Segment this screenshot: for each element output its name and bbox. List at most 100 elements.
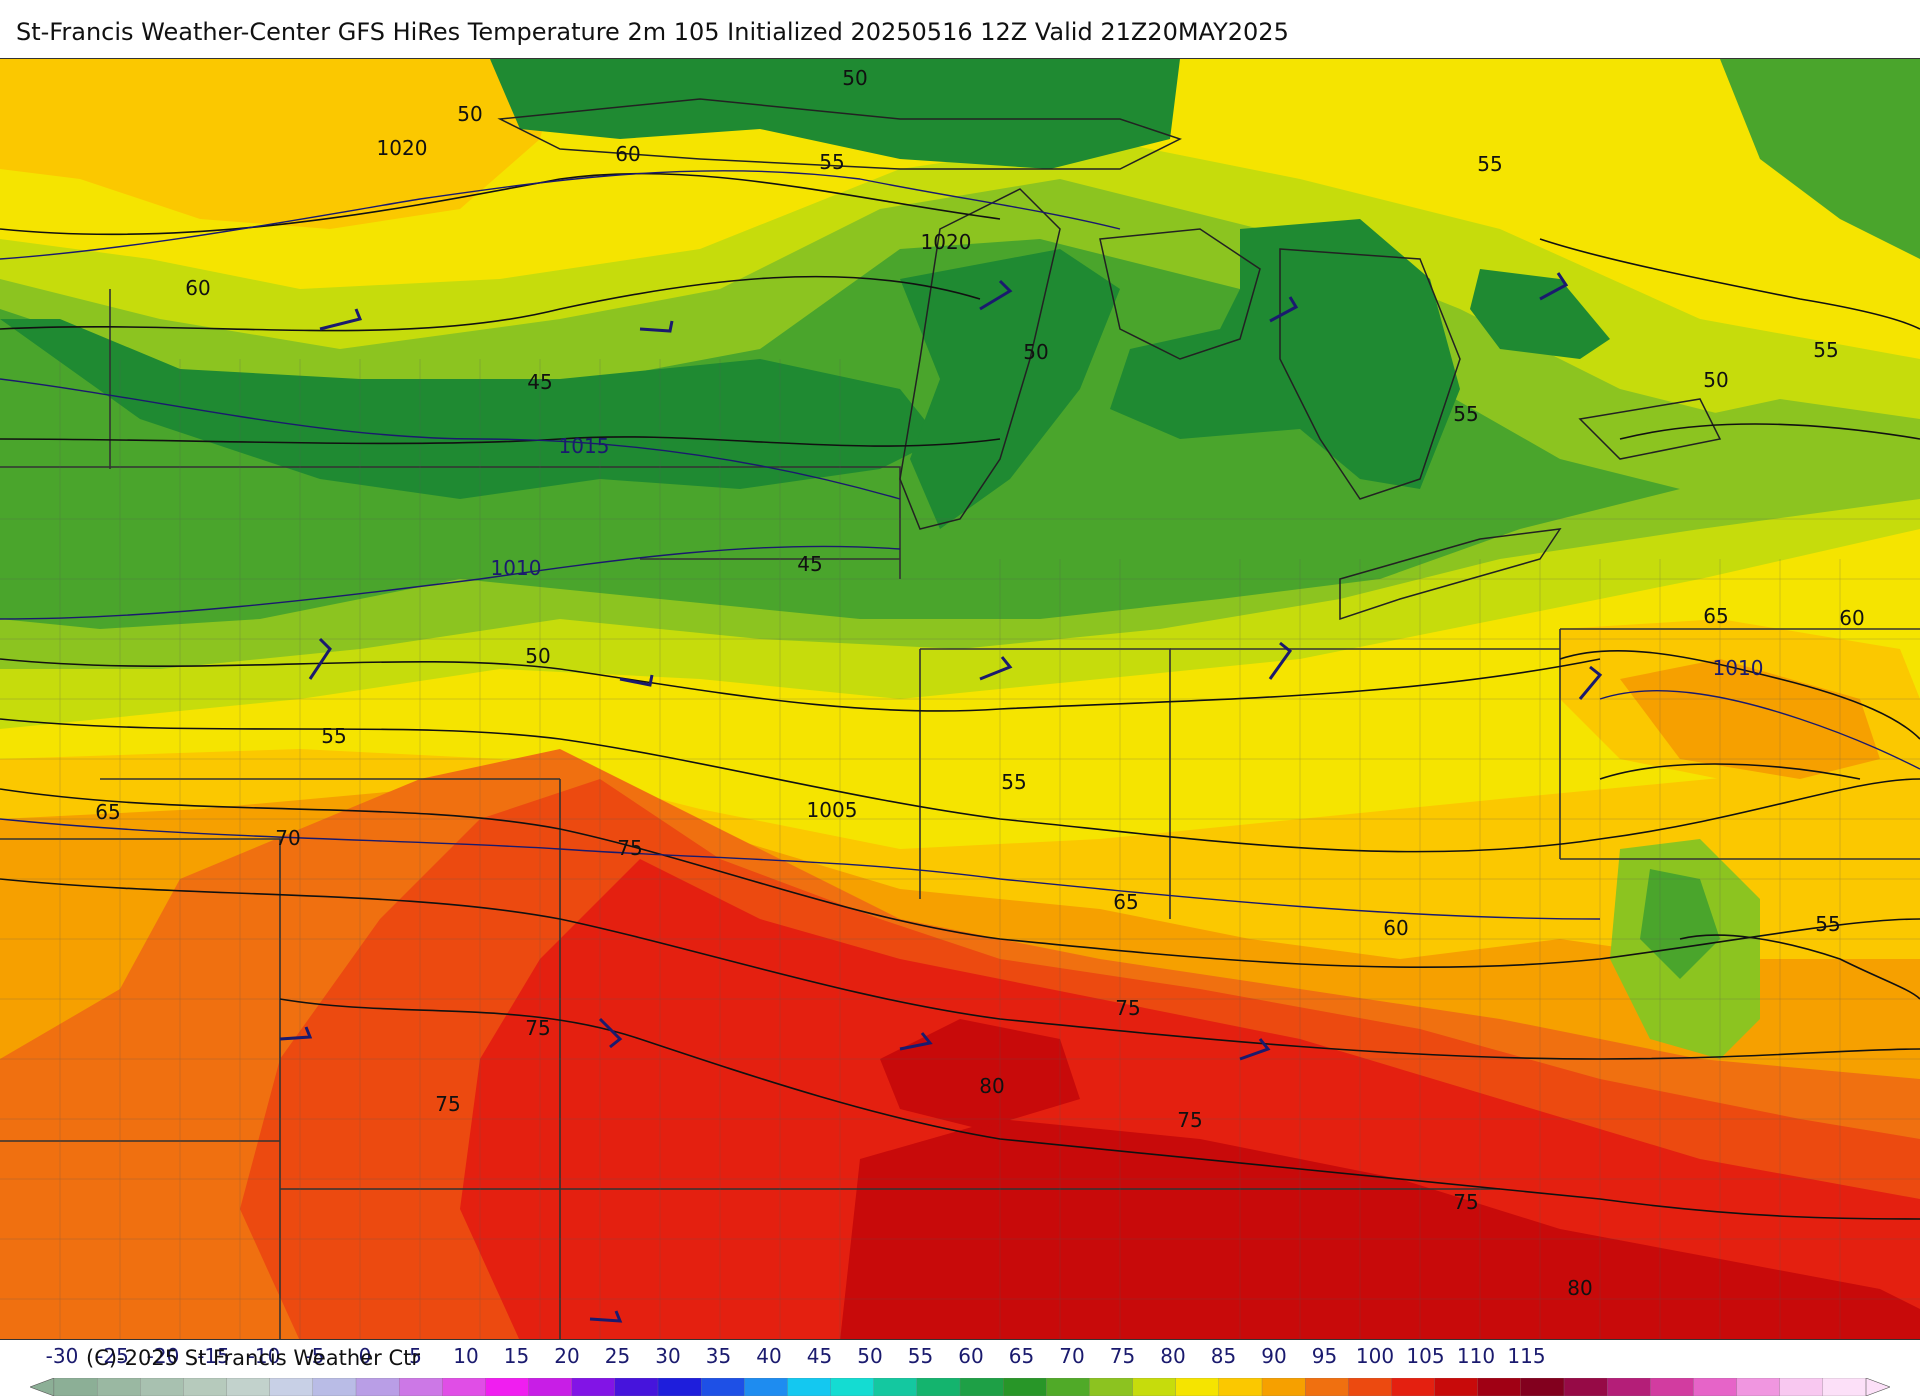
colorbar-swatch <box>96 1378 141 1396</box>
contour-label: 50 <box>457 102 482 126</box>
colorbar-swatch <box>269 1378 314 1396</box>
contour-label: 1015 <box>559 434 610 458</box>
colorbar-tick-label: 35 <box>705 1344 732 1368</box>
contour-label: 45 <box>797 552 822 576</box>
contour-label: 75 <box>525 1016 550 1040</box>
colorbar-tick-label: 105 <box>1406 1344 1445 1368</box>
wind-barb <box>1539 272 1569 301</box>
colorbar-swatch <box>398 1378 443 1396</box>
contour-label: 1010 <box>1713 656 1764 680</box>
temp-band-deep-green-ne <box>1470 269 1610 359</box>
colorbar-swatch <box>787 1378 832 1396</box>
colorbar-swatch <box>873 1378 918 1396</box>
temp-band-deep-green-north <box>490 59 1180 169</box>
contour-label: 55 <box>321 724 346 748</box>
colorbar-labels: -30 -25 -20 -15 -10 -5 0 5 10 15 20 25 30 35 40 45 50 55 6… <box>0 1344 1920 1370</box>
colorbar-swatch <box>1520 1378 1565 1396</box>
contour-label: 70 <box>275 826 300 850</box>
contour-label: 75 <box>617 836 642 860</box>
colorbar-tick-label: 25 <box>604 1344 631 1368</box>
colorbar-swatch <box>1002 1378 1047 1396</box>
colorbar-swatch <box>1606 1378 1651 1396</box>
contour-label: 1020 <box>377 136 428 160</box>
colorbar-tick-label: 0 <box>358 1344 372 1368</box>
colorbar-swatch <box>700 1378 745 1396</box>
colorbar-left-arrow <box>30 1378 55 1396</box>
contour-label: 50 <box>525 644 550 668</box>
wind-barb <box>899 1032 933 1051</box>
colorbar-swatch <box>140 1378 185 1396</box>
wind-barb <box>1578 665 1603 700</box>
colorbar-swatch <box>1822 1378 1867 1396</box>
colorbar-swatch <box>1261 1378 1306 1396</box>
isobar-contours <box>0 170 1920 920</box>
colorbar-tick-label: 65 <box>1008 1344 1035 1368</box>
colorbar-tick-label: -30 <box>45 1344 79 1368</box>
contour-label: 45 <box>527 370 552 394</box>
wind-barb <box>979 279 1013 311</box>
colorbar-swatch <box>226 1378 271 1396</box>
colorbar-tick-label: 60 <box>958 1344 984 1368</box>
contour-label: 1005 <box>807 798 858 822</box>
colorbar-tick-label: -15 <box>197 1344 230 1368</box>
contour-label: 1010 <box>491 556 542 580</box>
temp-band-deep-green-east <box>1110 219 1460 489</box>
temp-band-deep-green-west <box>0 319 940 499</box>
colorbar-swatch <box>830 1378 875 1396</box>
contour-label: 75 <box>1453 1190 1478 1214</box>
wind-barb <box>1239 1038 1271 1061</box>
contour-label: 80 <box>1567 1276 1592 1300</box>
wind-barb <box>1269 296 1299 323</box>
colorbar-swatch <box>53 1378 98 1396</box>
contour-label: 80 <box>979 1074 1004 1098</box>
temp-band-red <box>460 859 1920 1339</box>
contour-label: 55 <box>1815 912 1840 936</box>
colorbar-swatch <box>1046 1378 1091 1396</box>
colorbar-swatch <box>1304 1378 1349 1396</box>
colorbar-right-arrow <box>1865 1378 1890 1396</box>
contour-label: 50 <box>1703 368 1728 392</box>
contour-label: 75 <box>1115 996 1140 1020</box>
colorbar-swatch <box>1132 1378 1177 1396</box>
contour-label: 50 <box>842 66 867 90</box>
colorbar-tick-label: -25 <box>96 1344 129 1368</box>
contour-labels: 50 1020 60 50 55 55 60 1020 50 55 55 50 … <box>95 66 1864 1300</box>
contour-label: 55 <box>1813 338 1838 362</box>
colorbar-tick-label: 100 <box>1355 1344 1395 1368</box>
colorbar-swatch <box>1348 1378 1393 1396</box>
colorbar-swatch <box>657 1378 702 1396</box>
colorbar-swatch <box>1089 1378 1134 1396</box>
colorbar-tick-label: 50 <box>857 1344 883 1368</box>
colorbar-swatch <box>1391 1378 1436 1396</box>
colorbar-tick-label: -5 <box>304 1344 325 1368</box>
colorbar-tick-label: -20 <box>146 1344 180 1368</box>
colorbar-tick-label: 115 <box>1507 1344 1546 1368</box>
colorbar-swatch <box>442 1378 487 1396</box>
colorbar-swatch <box>959 1378 1004 1396</box>
wind-barb <box>1268 641 1293 680</box>
contour-label: 60 <box>185 276 210 300</box>
colorbar-swatch <box>916 1378 961 1396</box>
copyright-text: (C)-2025 St Francis Weather Ctr <box>86 1346 420 1370</box>
contour-label: 55 <box>1001 770 1026 794</box>
colorbar-tick-label: 80 <box>1160 1344 1186 1368</box>
temperature-colorbar <box>30 1378 1890 1396</box>
wind-barb <box>308 637 332 680</box>
wind-barb <box>619 674 654 687</box>
wind-barb <box>319 308 363 331</box>
lake-outlines <box>497 98 1722 621</box>
contour-label: 65 <box>1113 890 1138 914</box>
contour-label: 60 <box>1839 606 1864 630</box>
temp-band-green-east-strip <box>1640 399 1920 489</box>
contour-label: 55 <box>819 150 844 174</box>
colorbar-tick-label: 110 <box>1456 1344 1496 1368</box>
colorbar-tick-label: 15 <box>503 1344 530 1368</box>
colorbar-swatch <box>1779 1378 1824 1396</box>
contour-label: 50 <box>1023 340 1048 364</box>
temp-band-dark-red-patch <box>880 1019 1080 1129</box>
colorbar-tick-label: 40 <box>756 1344 782 1368</box>
colorbar-tick-label: -10 <box>247 1344 281 1368</box>
isotherm-contours <box>0 172 1920 1220</box>
colorbar-swatch <box>1218 1378 1263 1396</box>
contour-label: 1020 <box>921 230 972 254</box>
